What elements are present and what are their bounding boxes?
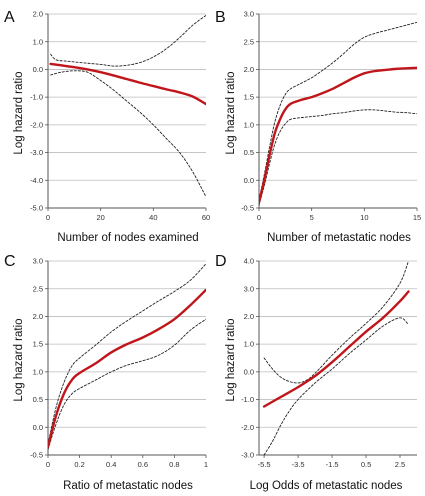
panel-c: C Log hazard ratio Ratio of metastatic n…	[4, 253, 208, 492]
x-tick-label-a: 40	[149, 213, 157, 222]
y-tick-label-c: 1.5	[33, 340, 43, 349]
y-tick-label-a: -1.0	[30, 93, 43, 102]
y-tick-label-c: 2.5	[33, 284, 43, 293]
x-tick-label-a: 60	[202, 213, 210, 222]
y-axis-label-c: Log hazard ratio	[13, 318, 25, 401]
x-tick-label-b: 15	[413, 213, 421, 222]
y-tick-label-a: 0.0	[33, 65, 43, 74]
y-tick-label-a: -3.0	[30, 148, 43, 157]
x-tick-label-d: -5.5	[258, 460, 271, 469]
y-tick-label-c: 1.0	[33, 367, 43, 376]
x-tick-label-b: 0	[257, 213, 261, 222]
y-tick-label-d: 0.0	[244, 367, 254, 376]
panel-letter-a: A	[4, 9, 15, 26]
panel-b: B Log hazard ratio Number of metastatic …	[215, 9, 421, 244]
y-tick-label-b: 2.5	[244, 37, 254, 46]
x-axis-label-a: Number of nodes examined	[57, 232, 198, 244]
y-tick-label-d: 3.0	[244, 284, 254, 293]
y-tick-label-c: 0.5	[33, 395, 43, 404]
lower-ci-line-c	[48, 318, 206, 450]
x-tick-label-d: -1.5	[326, 460, 339, 469]
lower-ci-line-a	[50, 70, 206, 198]
y-tick-label-d: -1.0	[241, 395, 254, 404]
y-tick-label-c: 3.0	[33, 257, 43, 266]
y-tick-label-d: 2.0	[244, 312, 254, 321]
panel-letter-d: D	[215, 253, 227, 270]
x-tick-label-c: 0.6	[138, 460, 148, 469]
y-tick-label-a: 2.0	[33, 10, 43, 19]
upper-ci-line-a	[50, 14, 206, 67]
panel-d: D Log hazard ratio Log Odds of metastati…	[215, 253, 417, 492]
estimate-line-b	[259, 66, 417, 204]
x-tick-label-c: 0.2	[74, 460, 84, 469]
x-tick-label-b: 5	[310, 213, 314, 222]
y-tick-label-b: 0.0	[244, 176, 254, 185]
x-tick-label-c: 1	[204, 460, 208, 469]
panel-a: A Log hazard ratio Number of nodes exami…	[4, 9, 210, 244]
x-axis-label-c: Ratio of metastatic nodes	[63, 480, 193, 492]
x-tick-label-d: 0.5	[361, 460, 371, 469]
y-tick-label-d: -3.0	[241, 451, 254, 460]
estimate-line-c	[48, 288, 206, 448]
x-axis-label-d: Log Odds of metastatic nodes	[250, 480, 403, 492]
y-tick-label-d: -2.0	[241, 423, 254, 432]
upper-ci-line-c	[48, 263, 206, 445]
x-tick-label-d: 2.5	[395, 460, 405, 469]
y-tick-label-b: 2.0	[244, 65, 254, 74]
y-tick-label-c: -0.5	[30, 451, 43, 460]
y-tick-label-a: -2.0	[30, 120, 43, 129]
y-tick-label-b: -0.5	[241, 204, 254, 213]
y-tick-label-b: 3.0	[244, 10, 254, 19]
y-axis-label-b: Log hazard ratio	[225, 71, 237, 154]
y-axis-label-d: Log hazard ratio	[225, 318, 237, 401]
y-tick-label-d: 1.0	[244, 340, 254, 349]
y-tick-label-b: 1.0	[244, 120, 254, 129]
y-tick-label-a: 1.0	[33, 37, 43, 46]
x-tick-label-c: 0	[46, 460, 50, 469]
x-tick-label-c: 0.4	[106, 460, 116, 469]
lower-ci-line-d	[263, 317, 409, 456]
x-tick-label-d: -3.5	[292, 460, 305, 469]
estimate-line-a	[49, 62, 206, 106]
x-tick-label-c: 0.8	[169, 460, 179, 469]
y-tick-label-a: -4.0	[30, 176, 43, 185]
panel-letter-b: B	[215, 9, 226, 26]
upper-ci-line-b	[259, 21, 417, 201]
y-tick-label-a: -5.0	[30, 204, 43, 213]
upper-ci-line-d	[263, 260, 409, 384]
y-tick-label-d: 4.0	[244, 257, 254, 266]
panel-letter-c: C	[4, 253, 16, 270]
x-tick-label-a: 20	[96, 213, 104, 222]
lower-ci-line-b	[259, 109, 417, 206]
estimate-line-d	[262, 290, 410, 408]
y-axis-label-a: Log hazard ratio	[13, 71, 25, 154]
y-tick-label-c: 0.0	[33, 423, 43, 432]
x-axis-label-b: Number of metastatic nodes	[267, 232, 411, 244]
y-tick-label-c: 2.0	[33, 312, 43, 321]
y-tick-label-b: 0.5	[244, 148, 254, 157]
x-tick-label-b: 10	[360, 213, 368, 222]
x-tick-label-a: 0	[46, 213, 50, 222]
y-tick-label-b: 1.5	[244, 93, 254, 102]
